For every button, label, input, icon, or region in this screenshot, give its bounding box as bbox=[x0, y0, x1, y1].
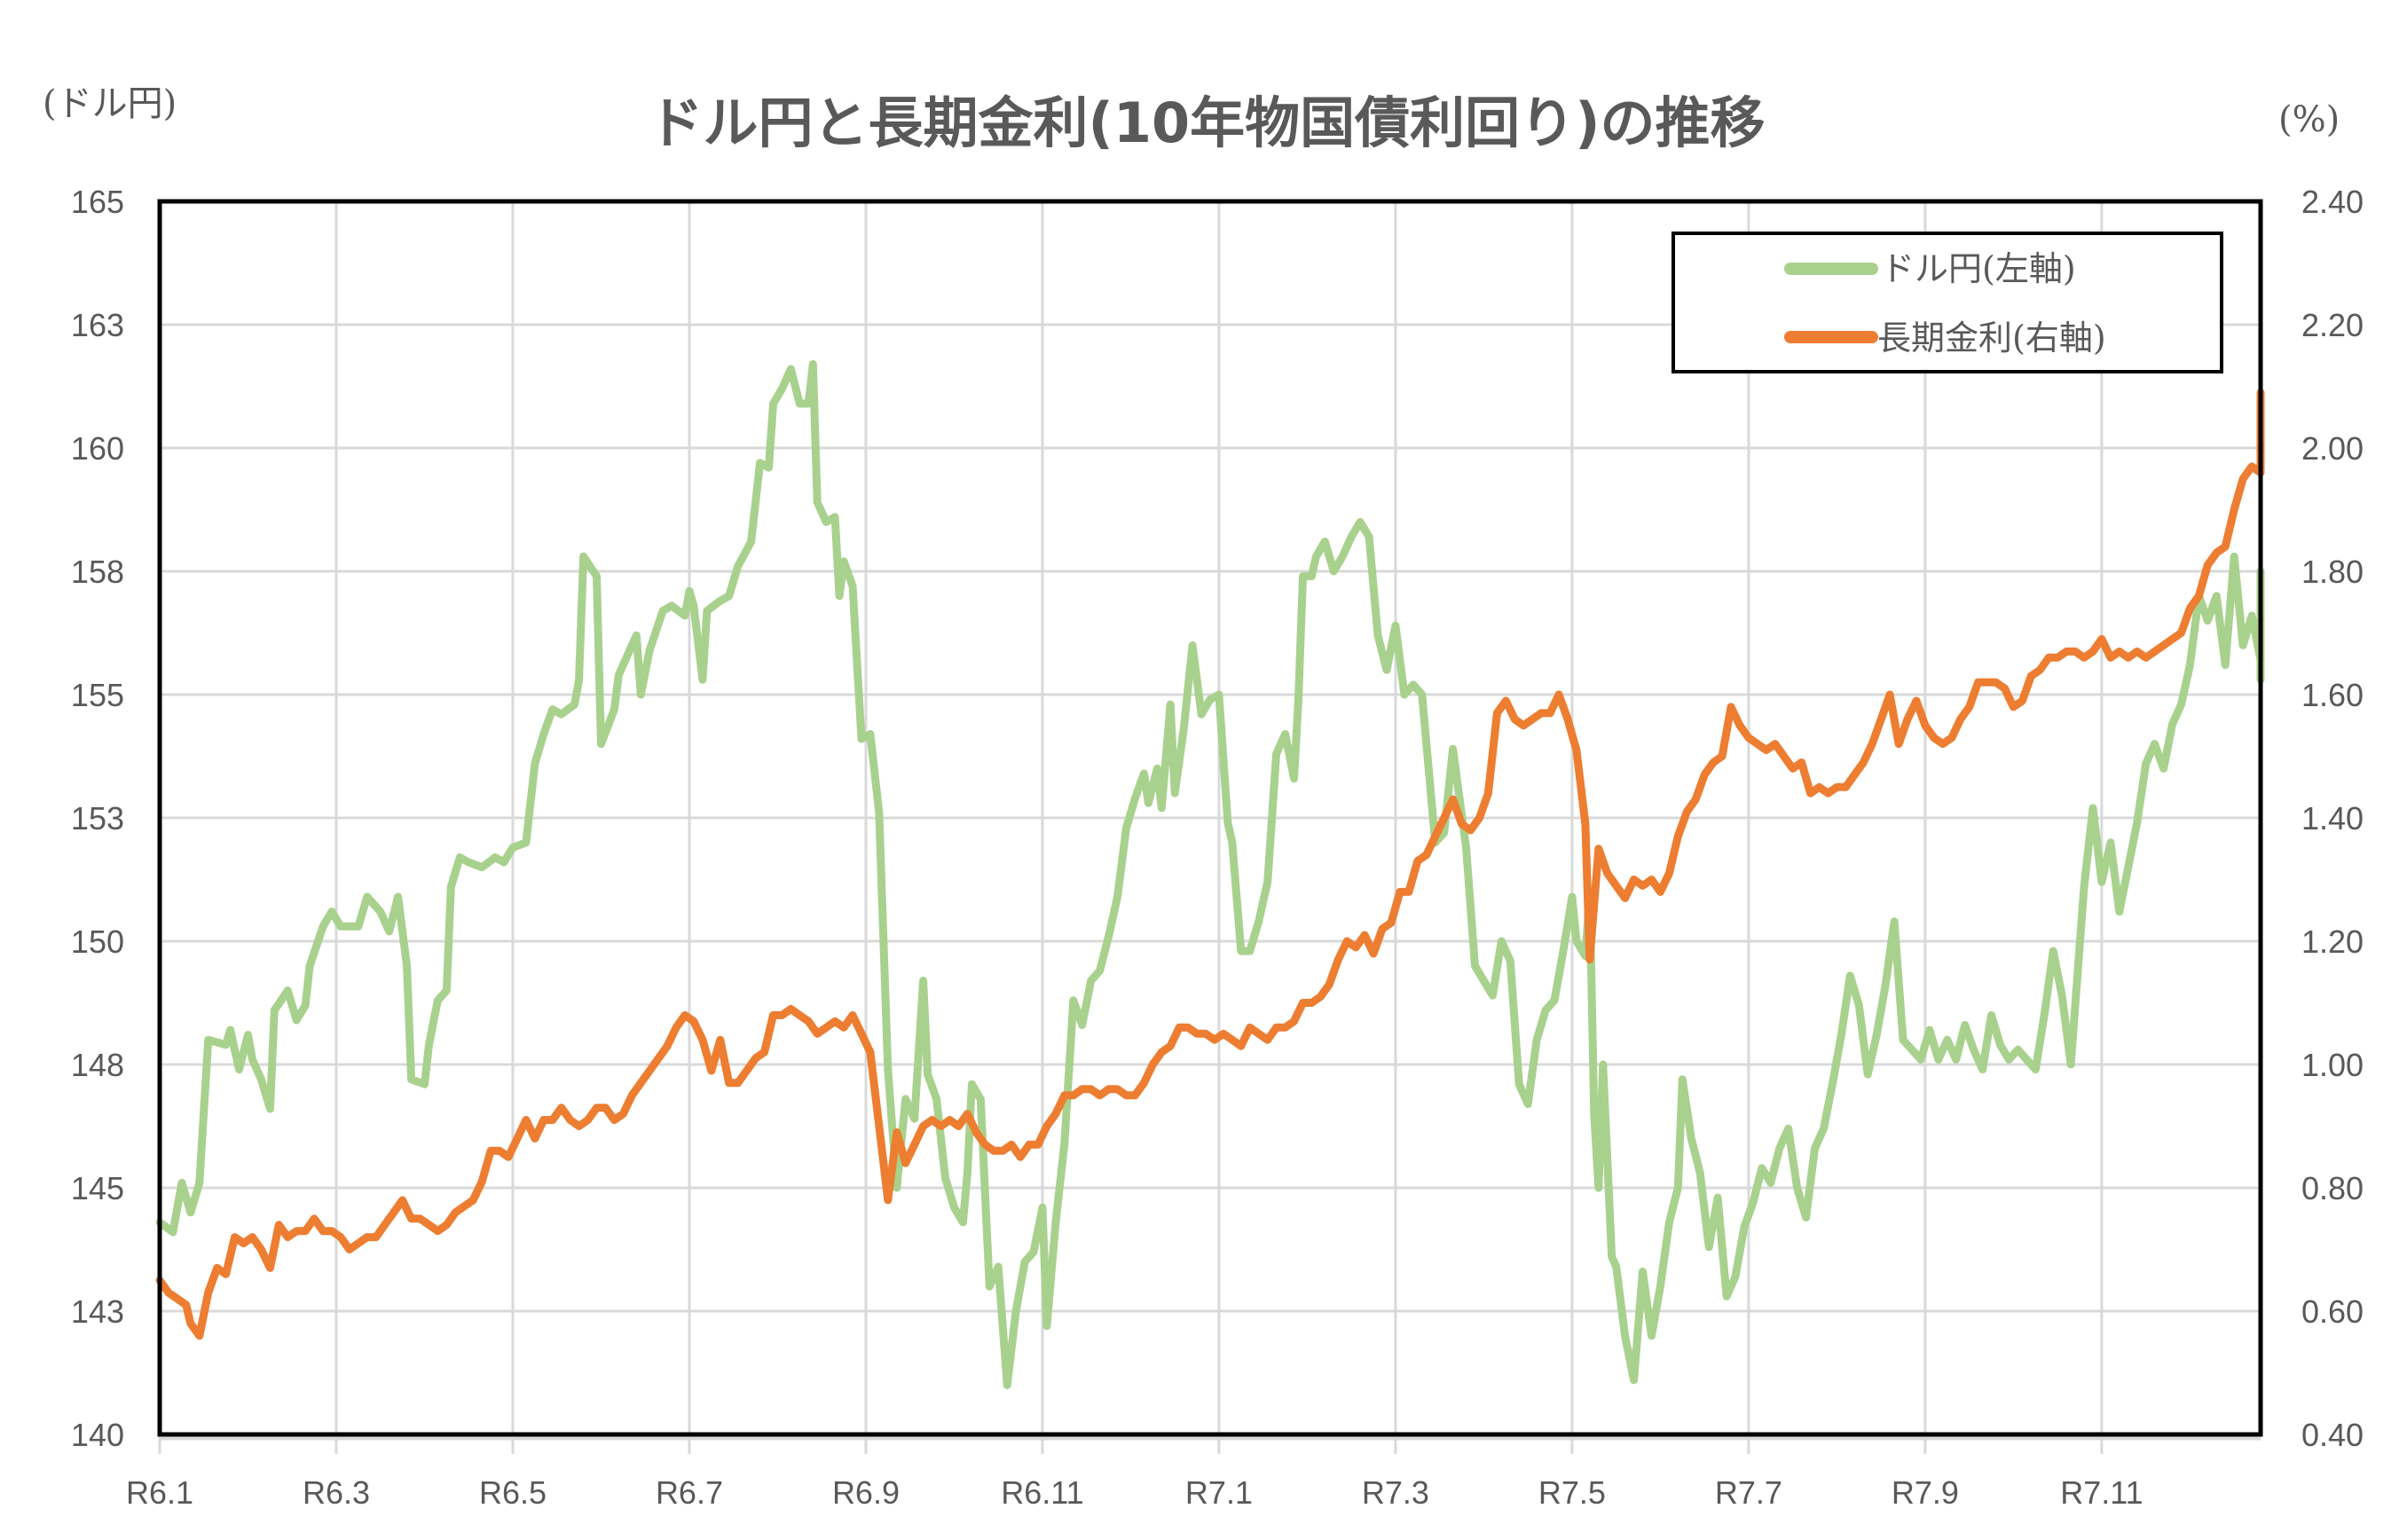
left-tick-label: 155 bbox=[71, 677, 124, 713]
left-tick-label: 158 bbox=[71, 554, 124, 590]
right-tick-label: 1.20 bbox=[2301, 923, 2364, 960]
right-tick-label: 1.60 bbox=[2301, 677, 2364, 713]
legend-box bbox=[1672, 232, 2223, 373]
x-tick-label: R6.9 bbox=[832, 1474, 900, 1511]
jgb-yield-line bbox=[155, 389, 2265, 1340]
right-tick-label: 0.60 bbox=[2301, 1293, 2364, 1330]
left-axis-unit: (ドル円) bbox=[43, 83, 177, 124]
series-lines bbox=[155, 360, 2265, 1389]
left-tick-label: 160 bbox=[71, 430, 124, 467]
right-tick-label: 2.20 bbox=[2301, 307, 2364, 343]
gridlines bbox=[158, 201, 2261, 1454]
x-tick-label: R7.5 bbox=[1538, 1474, 1606, 1511]
right-tick-label: 2.40 bbox=[2301, 184, 2364, 220]
plot-frame bbox=[157, 199, 2263, 1437]
left-tick-label: 153 bbox=[71, 800, 124, 837]
left-axis-ticks: 140 143 145 148 150 153 155 158 160 163 165 bbox=[71, 184, 124, 1453]
x-tick-label: R6.1 bbox=[126, 1474, 193, 1511]
x-tick-label: R6.5 bbox=[479, 1474, 547, 1511]
right-tick-label: 1.40 bbox=[2301, 800, 2364, 837]
right-axis-ticks: 0.40 0.60 0.80 1.00 1.20 1.40 1.60 1.80 2.00 2.20… bbox=[2301, 184, 2364, 1453]
left-tick-label: 148 bbox=[71, 1047, 124, 1083]
left-tick-label: 140 bbox=[71, 1417, 124, 1453]
chart-title: ドル円と長期金利(10年物国債利回り)の推移 bbox=[649, 90, 1766, 155]
right-tick-label: 1.80 bbox=[2301, 554, 2364, 590]
legend: ドル円(左軸) 長期金利(右軸) bbox=[1672, 232, 2223, 373]
left-tick-label: 163 bbox=[71, 307, 124, 343]
right-tick-label: 2.00 bbox=[2301, 430, 2364, 467]
x-tick-label: R6.7 bbox=[656, 1474, 723, 1511]
usdjpy-line bbox=[155, 360, 2265, 1389]
legend-label-yield: 長期金利(右軸) bbox=[1877, 318, 2106, 358]
left-tick-label: 145 bbox=[71, 1170, 124, 1206]
x-tick-label: R6.3 bbox=[303, 1474, 370, 1511]
left-tick-label: 165 bbox=[71, 184, 124, 220]
right-tick-label: 0.80 bbox=[2301, 1170, 2364, 1206]
left-tick-label: 150 bbox=[71, 923, 124, 960]
x-tick-label: R7.11 bbox=[2060, 1474, 2143, 1511]
left-tick-label: 143 bbox=[71, 1293, 124, 1330]
x-tick-label: R7.1 bbox=[1185, 1474, 1253, 1511]
x-tick-label: R7.3 bbox=[1362, 1474, 1429, 1511]
legend-label-usdjpy: ドル円(左軸) bbox=[1881, 249, 2076, 288]
x-tick-label: R7.9 bbox=[1892, 1474, 1959, 1511]
x-tick-label: R6.11 bbox=[1001, 1474, 1083, 1511]
x-tick-label: R7.7 bbox=[1715, 1474, 1782, 1511]
right-tick-label: 0.40 bbox=[2301, 1417, 2364, 1453]
right-tick-label: 1.00 bbox=[2301, 1047, 2364, 1083]
x-axis-ticks: R6.1 R6.3 R6.5 R6.7 R6.9 R6.11 R7.1 R7.3 R7.5 R7.… bbox=[126, 1474, 2143, 1511]
right-axis-unit: (%) bbox=[2278, 99, 2340, 140]
